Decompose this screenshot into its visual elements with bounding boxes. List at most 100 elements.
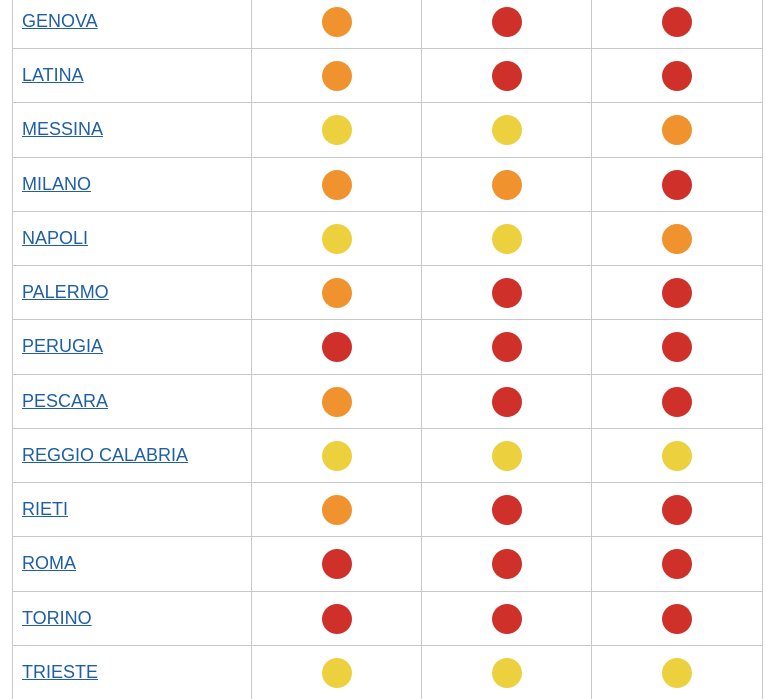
status-dot: [492, 115, 522, 146]
status-dot: [662, 278, 692, 308]
city-link[interactable]: GENOVA: [22, 10, 98, 31]
status-dot: [322, 386, 352, 417]
table-cell: [422, 157, 592, 211]
table-row: MESSINA: [12, 103, 763, 158]
table-cell: [252, 645, 422, 699]
city-link[interactable]: PESCARA: [22, 390, 109, 411]
table-cell: [13, 428, 252, 482]
table-cell: [13, 374, 252, 428]
status-dot: [322, 495, 352, 525]
status-dot: [492, 6, 522, 37]
table-row: TORINO: [12, 591, 763, 646]
table-cell: [252, 374, 422, 428]
city-link[interactable]: TRIESTE: [22, 661, 99, 682]
table-row: PALERMO: [12, 266, 763, 321]
status-dot: [662, 61, 692, 91]
status-dot: [662, 657, 692, 688]
table-cell: [252, 483, 422, 537]
table-cell: [13, 537, 252, 591]
table-cell: [422, 0, 592, 48]
status-dot: [662, 332, 692, 363]
table-cell: [252, 266, 422, 320]
table-cell: [422, 483, 592, 537]
status-dot: [322, 440, 352, 471]
table-row: GENOVA: [12, 0, 763, 49]
city-link[interactable]: ROMA: [22, 553, 76, 574]
city-link[interactable]: PERUGIA: [22, 336, 104, 357]
city-link[interactable]: NAPOLI: [22, 227, 89, 248]
table-cell: [13, 320, 252, 374]
city-link[interactable]: MILANO: [22, 173, 92, 194]
table-cell: [252, 103, 422, 157]
city-link[interactable]: RIETI: [22, 499, 69, 519]
status-dot: [492, 440, 522, 471]
table-cell: [252, 0, 422, 48]
status-dot: [492, 657, 522, 688]
city-link[interactable]: TORINO: [22, 607, 92, 628]
status-dot: [662, 603, 692, 634]
table-row: NAPOLI: [12, 211, 763, 266]
table-cell: [422, 211, 592, 265]
table-row: PERUGIA: [12, 320, 763, 375]
status-dot: [492, 169, 522, 200]
table-cell: [422, 49, 592, 103]
status-dot: [492, 278, 522, 308]
status-dot: [662, 223, 692, 254]
table-cell: [422, 645, 592, 699]
table-cell: [422, 103, 592, 157]
status-dot: [492, 223, 522, 254]
table-cell: [252, 49, 422, 103]
city-link[interactable]: REGGIO CALABRIA: [22, 444, 189, 465]
table-cell: [422, 374, 592, 428]
status-dot: [662, 6, 692, 37]
table-cell: [422, 428, 592, 482]
table-cell: [13, 103, 252, 157]
status-dot: [322, 61, 352, 91]
status-dot: [492, 386, 522, 417]
city-link[interactable]: MESSINA: [22, 119, 104, 140]
status-dot: [322, 657, 352, 688]
table-cell: [13, 0, 252, 48]
status-dot: [662, 549, 692, 580]
table-cell: [422, 320, 592, 374]
table-cell: [13, 211, 252, 265]
status-dot: [662, 440, 692, 471]
table-cell: [422, 266, 592, 320]
table-row: RIETI: [12, 483, 763, 538]
status-dot: [492, 495, 522, 525]
table-cell: [13, 483, 252, 537]
table-cell: [252, 211, 422, 265]
table-cell: [13, 645, 252, 699]
status-dot: [322, 169, 352, 200]
status-dot: [322, 223, 352, 254]
status-dot: [492, 549, 522, 580]
status-dot: [662, 115, 692, 146]
city-link[interactable]: LATINA: [22, 65, 84, 85]
table-cell: [13, 49, 252, 103]
status-dot: [322, 549, 352, 580]
status-dot: [322, 278, 352, 308]
table-row: MILANO: [12, 157, 763, 212]
status-dot: [492, 61, 522, 91]
status-dot: [322, 115, 352, 146]
table-row: ROMA: [12, 537, 763, 592]
table-cell: [252, 320, 422, 374]
table-cell: [13, 591, 252, 645]
table-cell: [13, 266, 252, 320]
table-cell: [252, 428, 422, 482]
table-row: REGGIO CALABRIA: [12, 428, 763, 483]
table-cell: [252, 591, 422, 645]
city-link[interactable]: PALERMO: [22, 282, 109, 302]
table-cell: [422, 591, 592, 645]
status-dot: [492, 332, 522, 363]
table-cell: [252, 157, 422, 211]
status-dot: [662, 386, 692, 417]
table-cell: [422, 537, 592, 591]
status-dot: [322, 603, 352, 634]
status-dot: [662, 495, 692, 525]
table-cell: [13, 157, 252, 211]
table-row: PESCARA: [12, 374, 763, 429]
status-dot: [322, 332, 352, 363]
table-row: LATINA: [12, 49, 763, 104]
